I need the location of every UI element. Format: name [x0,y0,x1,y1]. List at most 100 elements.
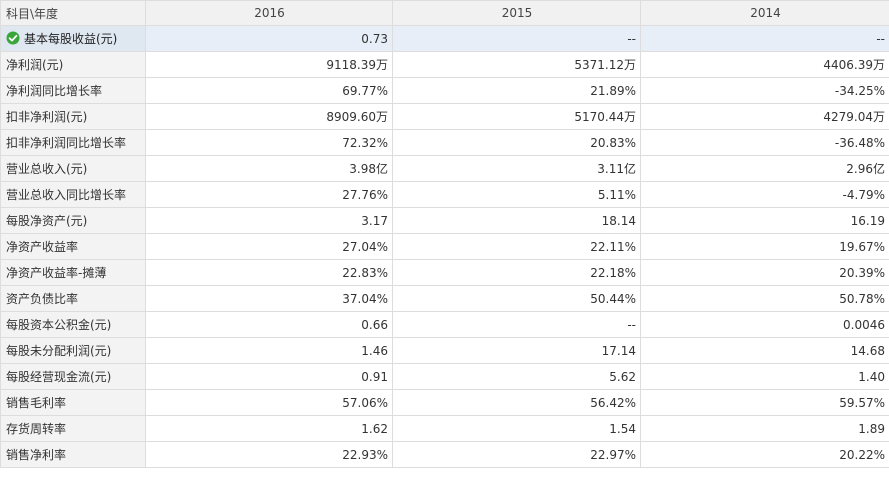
table-row[interactable]: 扣非净利润同比增长率 72.32% 20.83% -36.48% [0,129,889,156]
row-label: 扣非净利润(元) [6,110,88,124]
row-label-cell: 净利润同比增长率 [0,77,146,104]
table-row[interactable]: 每股未分配利润(元) 1.46 17.14 14.68 [0,337,889,364]
value-cell-2014: 50.78% [640,285,889,312]
row-label: 净利润同比增长率 [6,84,103,98]
value-cell-2015: 56.42% [392,389,641,416]
value-cell-2014: 20.22% [640,441,889,468]
row-label: 每股资本公积金(元) [6,318,112,332]
value-cell-2016: 3.17 [145,207,393,234]
financial-indicators-table: 科目\年度 2016 2015 2014 基本每股收益(元) 0.73 -- -- 净利… [0,0,889,468]
value-cell-2015: 18.14 [392,207,641,234]
table-row[interactable]: 存货周转率 1.62 1.54 1.89 [0,415,889,442]
table-row[interactable]: 净资产收益率-摊薄 22.83% 22.18% 20.39% [0,259,889,286]
value-cell-2016: 57.06% [145,389,393,416]
value-cell-2014: 1.89 [640,415,889,442]
value-cell-2014: 1.40 [640,363,889,390]
value-cell-2016: 69.77% [145,77,393,104]
table-row[interactable]: 销售毛利率 57.06% 56.42% 59.57% [0,389,889,416]
value-cell-2015: 22.18% [392,259,641,286]
header-year-2014[interactable]: 2014 [640,0,889,26]
value-cell-2014: 19.67% [640,233,889,260]
table-row[interactable]: 净利润(元) 9118.39万 5371.12万 4406.39万 [0,51,889,78]
value-cell-2015: 5.11% [392,181,641,208]
value-cell-2014: -4.79% [640,181,889,208]
row-label-cell: 扣非净利润同比增长率 [0,129,146,156]
value-cell-2016: 27.76% [145,181,393,208]
table-row[interactable]: 扣非净利润(元) 8909.60万 5170.44万 4279.04万 [0,103,889,130]
value-cell-2014: -36.48% [640,129,889,156]
row-label-cell: 净资产收益率-摊薄 [0,259,146,286]
row-label: 营业总收入(元) [6,162,88,176]
value-cell-2015: 22.97% [392,441,641,468]
check-circle-icon [6,31,20,44]
row-label-cell: 基本每股收益(元) [0,25,146,52]
table-row[interactable]: 每股资本公积金(元) 0.66 -- 0.0046 [0,311,889,338]
table-body: 基本每股收益(元) 0.73 -- -- 净利润(元) 9118.39万 5371.12万 4… [0,25,889,468]
value-cell-2014: 4279.04万 [640,103,889,130]
row-label: 扣非净利润同比增长率 [6,136,127,150]
row-label-cell: 营业总收入(元) [0,155,146,182]
row-label-cell: 营业总收入同比增长率 [0,181,146,208]
row-label: 基本每股收益(元) [24,32,118,46]
value-cell-2014: 20.39% [640,259,889,286]
row-label: 净利润(元) [6,58,64,72]
table-row[interactable]: 销售净利率 22.93% 22.97% 20.22% [0,441,889,468]
table-row[interactable]: 资产负债比率 37.04% 50.44% 50.78% [0,285,889,312]
value-cell-2016: 0.91 [145,363,393,390]
value-cell-2016: 8909.60万 [145,103,393,130]
row-label: 营业总收入同比增长率 [6,188,127,202]
value-cell-2016: 22.93% [145,441,393,468]
value-cell-2016: 37.04% [145,285,393,312]
table-row[interactable]: 基本每股收益(元) 0.73 -- -- [0,25,889,52]
value-cell-2015: -- [392,25,641,52]
value-cell-2014: 16.19 [640,207,889,234]
value-cell-2016: 0.73 [145,25,393,52]
row-label-cell: 净资产收益率 [0,233,146,260]
value-cell-2015: 50.44% [392,285,641,312]
value-cell-2014: 2.96亿 [640,155,889,182]
row-label: 存货周转率 [6,422,67,436]
row-label: 销售净利率 [6,448,67,462]
row-label-cell: 销售毛利率 [0,389,146,416]
row-label: 每股经营现金流(元) [6,370,112,384]
row-label: 销售毛利率 [6,396,67,410]
table-row[interactable]: 营业总收入(元) 3.98亿 3.11亿 2.96亿 [0,155,889,182]
table-header: 科目\年度 2016 2015 2014 [0,0,889,26]
table-row[interactable]: 净资产收益率 27.04% 22.11% 19.67% [0,233,889,260]
value-cell-2016: 27.04% [145,233,393,260]
row-label-cell: 资产负债比率 [0,285,146,312]
value-cell-2014: -- [640,25,889,52]
value-cell-2016: 9118.39万 [145,51,393,78]
row-label-cell: 每股净资产(元) [0,207,146,234]
value-cell-2014: -34.25% [640,77,889,104]
table-row[interactable]: 净利润同比增长率 69.77% 21.89% -34.25% [0,77,889,104]
row-label: 净资产收益率 [6,240,79,254]
value-cell-2016: 3.98亿 [145,155,393,182]
value-cell-2015: 5.62 [392,363,641,390]
value-cell-2016: 22.83% [145,259,393,286]
value-cell-2015: 22.11% [392,233,641,260]
value-cell-2016: 0.66 [145,311,393,338]
row-label: 净资产收益率-摊薄 [6,266,107,280]
value-cell-2014: 59.57% [640,389,889,416]
value-cell-2014: 4406.39万 [640,51,889,78]
value-cell-2015: 3.11亿 [392,155,641,182]
value-cell-2015: -- [392,311,641,338]
value-cell-2016: 1.46 [145,337,393,364]
value-cell-2016: 72.32% [145,129,393,156]
header-year-2015[interactable]: 2015 [392,0,641,26]
value-cell-2014: 14.68 [640,337,889,364]
header-label-column: 科目\年度 [0,0,146,26]
table-row[interactable]: 每股经营现金流(元) 0.91 5.62 1.40 [0,363,889,390]
row-label-cell: 每股资本公积金(元) [0,311,146,338]
header-year-2016[interactable]: 2016 [145,0,393,26]
row-label-cell: 每股未分配利润(元) [0,337,146,364]
value-cell-2014: 0.0046 [640,311,889,338]
header-row: 科目\年度 2016 2015 2014 [0,0,889,26]
table-row[interactable]: 营业总收入同比增长率 27.76% 5.11% -4.79% [0,181,889,208]
value-cell-2015: 20.83% [392,129,641,156]
value-cell-2015: 17.14 [392,337,641,364]
value-cell-2015: 5371.12万 [392,51,641,78]
table-row[interactable]: 每股净资产(元) 3.17 18.14 16.19 [0,207,889,234]
row-label-cell: 净利润(元) [0,51,146,78]
